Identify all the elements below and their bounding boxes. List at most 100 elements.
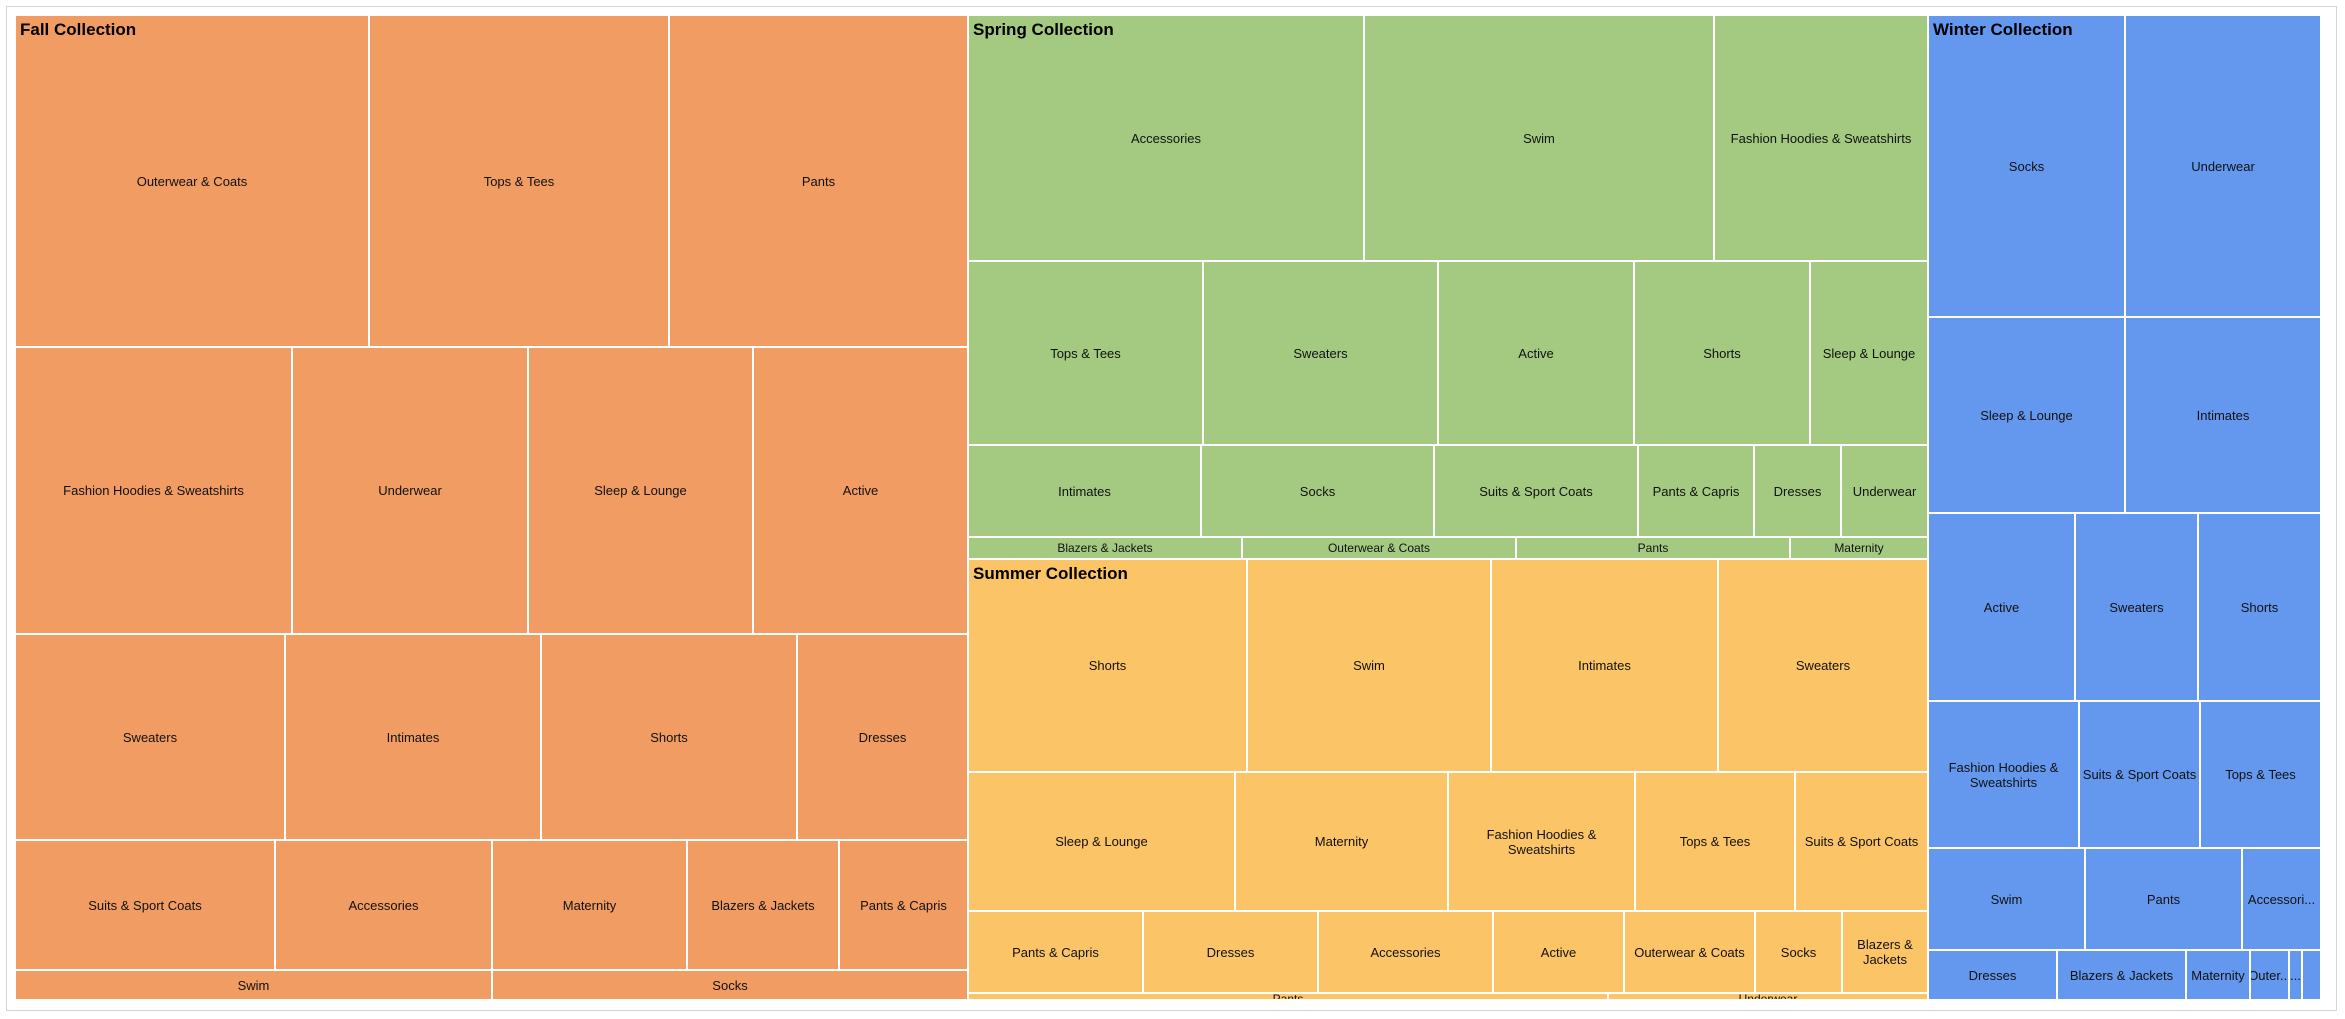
treemap-cell-fall-accessories[interactable]: Accessories: [275, 840, 492, 970]
cell-label: Socks: [1299, 483, 1336, 499]
treemap-cell-winter-accessori[interactable]: Accessori...: [2242, 848, 2321, 950]
treemap-cell-summer-blazers-jackets[interactable]: Blazers & Jackets: [1842, 911, 1928, 993]
treemap-cell-winter-outer[interactable]: Outer...: [2250, 950, 2289, 1000]
cell-label: Dresses: [858, 729, 907, 745]
cell-label: Socks: [712, 977, 748, 993]
treemap-cell-fall-suits-sport-coats[interactable]: Suits & Sport Coats: [15, 840, 275, 970]
cell-label: Intimates: [1578, 658, 1631, 673]
cell-label: Active: [1983, 599, 2020, 615]
treemap-cell-winter-pants[interactable]: Pants: [2085, 848, 2242, 950]
treemap-cell-fall-sweaters[interactable]: Sweaters: [15, 634, 285, 840]
treemap-cell-summer-dresses[interactable]: Dresses: [1143, 911, 1318, 993]
treemap-cell-summer-accessories[interactable]: Accessories: [1318, 911, 1493, 993]
treemap-cell-winter-shorts[interactable]: Shorts: [2198, 513, 2321, 701]
treemap-cell-winter-tops-tees[interactable]: Tops & Tees: [2200, 701, 2321, 848]
treemap-cell-spring-outerwear-coats[interactable]: Outerwear & Coats: [1242, 537, 1516, 559]
cell-label: Sweaters: [1293, 345, 1348, 361]
treemap-cell-winter-maternity[interactable]: Maternity: [2186, 950, 2250, 1000]
treemap-cell-summer-tops-tees[interactable]: Tops & Tees: [1635, 772, 1795, 911]
treemap-cell-spring-pants[interactable]: Pants: [1516, 537, 1790, 559]
cell-label: Underwear: [378, 483, 442, 498]
cell-label: Sleep & Lounge: [1055, 834, 1148, 849]
treemap-cell-spring-dresses[interactable]: Dresses: [1754, 445, 1841, 537]
treemap-cell-spring-fashion-hoodies-sweatshirts[interactable]: Fashion Hoodies & Sweatshirts: [1714, 15, 1928, 261]
treemap-cell-spring-accessories[interactable]: Accessories: [968, 15, 1364, 261]
treemap-cell-spring-tops-tees[interactable]: Tops & Tees: [968, 261, 1203, 445]
treemap-cell-summer-fashion-hoodies-sweatshirts[interactable]: Fashion Hoodies & Sweatshirts: [1448, 772, 1635, 911]
cell-label: Fashion Hoodies & Sweatshirts: [1948, 759, 2059, 790]
treemap-cell-summer-intimates[interactable]: Intimates: [1491, 559, 1718, 772]
treemap-cell-winter-sweaters[interactable]: Sweaters: [2075, 513, 2198, 701]
treemap-cell-fall-fashion-hoodies-sweatshirts[interactable]: Fashion Hoodies & Sweatshirts: [15, 347, 292, 634]
treemap-cell-winter-socks[interactable]: Socks: [1928, 15, 2125, 317]
treemap-cell-fall-pants[interactable]: Pants: [669, 15, 968, 347]
treemap-cell-summer-pants[interactable]: Pants: [968, 993, 1608, 1000]
treemap-cell-spring-pants-capris[interactable]: Pants & Capris: [1638, 445, 1754, 537]
treemap-cell-fall-underwear[interactable]: Underwear: [292, 347, 528, 634]
treemap-cell-fall-blazers-jackets[interactable]: Blazers & Jackets: [687, 840, 839, 970]
treemap-cell-winter-dresses[interactable]: Dresses: [1928, 950, 2057, 1000]
treemap-cell-fall-shorts[interactable]: Shorts: [541, 634, 797, 840]
treemap-cell-winter-intimates[interactable]: Intimates: [2125, 317, 2321, 513]
treemap-cell-summer-suits-sport-coats[interactable]: Suits & Sport Coats: [1795, 772, 1928, 911]
treemap-cell-winter-active[interactable]: Active: [1928, 513, 2075, 701]
cell-label: Tops & Tees: [483, 173, 555, 189]
summer-collection-title: Summer Collection: [973, 564, 1128, 583]
treemap-cell-spring-active[interactable]: Active: [1438, 261, 1634, 445]
treemap-cell-fall-intimates[interactable]: Intimates: [285, 634, 541, 840]
treemap-cell-winter-blank[interactable]: [2302, 950, 2321, 1000]
treemap-cell-winter-blank[interactable]: ...: [2289, 950, 2302, 1000]
treemap-cell-spring-socks[interactable]: Socks: [1201, 445, 1434, 537]
treemap-cell-summer-maternity[interactable]: Maternity: [1235, 772, 1448, 911]
treemap-cell-summer-underwear[interactable]: Underwear: [1608, 993, 1928, 1000]
treemap-cell-summer-outerwear-coats[interactable]: Outerwear & Coats: [1624, 911, 1755, 993]
treemap-cell-winter-sleep-lounge[interactable]: Sleep & Lounge: [1928, 317, 2125, 513]
treemap-cell-fall-dresses[interactable]: Dresses: [797, 634, 968, 840]
treemap-cell-summer-active[interactable]: Active: [1493, 911, 1624, 993]
treemap-cell-fall-sleep-lounge[interactable]: Sleep & Lounge: [528, 347, 753, 634]
treemap-cell-fall-pants-capris[interactable]: Pants & Capris: [839, 840, 968, 970]
treemap-cell-spring-suits-sport-coats[interactable]: Suits & Sport Coats: [1434, 445, 1638, 537]
treemap-cell-spring-intimates[interactable]: Intimates: [968, 445, 1201, 537]
treemap-cell-summer-swim[interactable]: Swim: [1247, 559, 1491, 772]
cell-label: Tops & Tees: [1679, 834, 1751, 849]
cell-label: Suits & Sport Coats: [88, 897, 202, 913]
treemap-cell-fall-outerwear-coats[interactable]: Outerwear & Coats: [15, 15, 369, 347]
cell-label: Pants: [2146, 891, 2181, 907]
cell-label: Fashion Hoodies & Sweatshirts: [63, 483, 244, 498]
treemap-cell-fall-active[interactable]: Active: [753, 347, 968, 634]
cell-label: Tops & Tees: [1050, 345, 1121, 361]
treemap-cell-spring-underwear[interactable]: Underwear: [1841, 445, 1928, 537]
cell-label: Dresses: [1773, 483, 1822, 499]
cell-label: Swim: [237, 977, 270, 993]
treemap-cell-spring-sweaters[interactable]: Sweaters: [1203, 261, 1438, 445]
treemap-cell-summer-sleep-lounge[interactable]: Sleep & Lounge: [968, 772, 1235, 911]
cell-label: Maternity: [1834, 541, 1884, 555]
cell-label: Accessori...: [2247, 891, 2316, 907]
treemap-cell-winter-swim[interactable]: Swim: [1928, 848, 2085, 950]
cell-label: Pants & Capris: [1012, 944, 1099, 960]
treemap-cell-summer-sweaters[interactable]: Sweaters: [1718, 559, 1928, 772]
cell-label: Maternity: [2191, 967, 2245, 983]
treemap-cell-winter-suits-sport-coats[interactable]: Suits & Sport Coats: [2079, 701, 2200, 848]
treemap-cell-fall-swim[interactable]: Swim: [15, 970, 492, 1000]
treemap-cell-winter-fashion-hoodies-sweatshirts[interactable]: Fashion Hoodies & Sweatshirts: [1928, 701, 2079, 848]
treemap-cell-spring-maternity[interactable]: Maternity: [1790, 537, 1928, 559]
treemap-cell-winter-blazers-jackets[interactable]: Blazers & Jackets: [2057, 950, 2186, 1000]
treemap-cell-winter-underwear[interactable]: Underwear: [2125, 15, 2321, 317]
treemap-cell-summer-socks[interactable]: Socks: [1755, 911, 1842, 993]
treemap-cell-fall-maternity[interactable]: Maternity: [492, 840, 687, 970]
treemap-cell-fall-socks[interactable]: Socks: [492, 970, 968, 1000]
cell-label: Active: [842, 483, 879, 498]
treemap-cell-summer-pants-capris[interactable]: Pants & Capris: [968, 911, 1143, 993]
treemap-cell-spring-swim[interactable]: Swim: [1364, 15, 1714, 261]
cell-label: Pants: [1272, 993, 1304, 1000]
fall-collection-title: Fall Collection: [20, 20, 137, 39]
treemap-cell-summer-shorts[interactable]: Shorts: [968, 559, 1247, 772]
treemap-cell-spring-sleep-lounge[interactable]: Sleep & Lounge: [1810, 261, 1928, 445]
treemap-cell-fall-tops-tees[interactable]: Tops & Tees: [369, 15, 669, 347]
cell-label: Accessories: [1130, 130, 1202, 146]
cell-label: Outer...: [2250, 967, 2289, 983]
treemap-cell-spring-shorts[interactable]: Shorts: [1634, 261, 1810, 445]
treemap-cell-spring-blazers-jackets[interactable]: Blazers & Jackets: [968, 537, 1242, 559]
